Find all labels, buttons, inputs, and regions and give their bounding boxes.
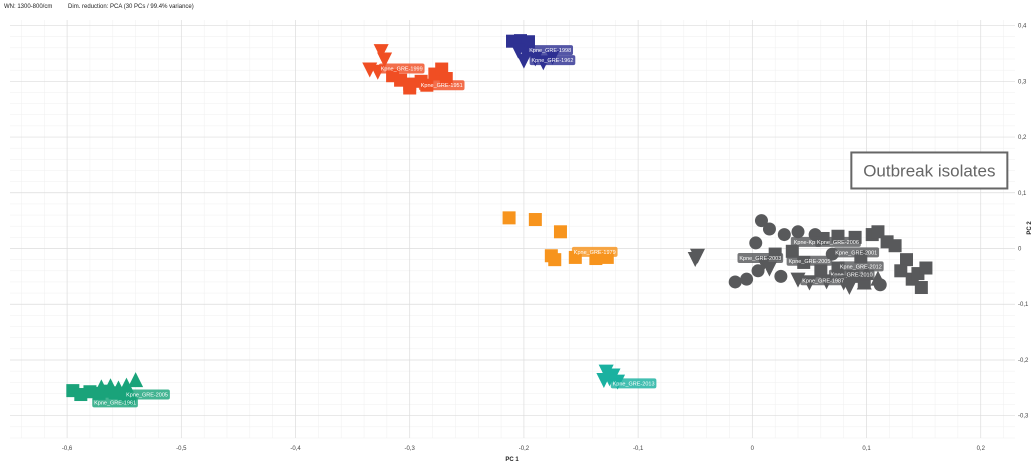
data-point-gray <box>687 252 703 268</box>
data-point-green <box>118 377 134 393</box>
isolate-label: Kpne_GRE-2001 <box>833 247 880 258</box>
svg-text:Kpne_GRE-1998: Kpne_GRE-1998 <box>529 48 571 54</box>
data-point-green <box>128 372 144 388</box>
svg-text:Kpne_GRE-2001: Kpne_GRE-2001 <box>835 250 877 256</box>
data-point-gray <box>785 244 799 258</box>
x-tick-label: -0,2 <box>519 446 530 452</box>
x-tick-label: -0,3 <box>405 446 416 452</box>
isolate-label: Kpne_GRE-1998 <box>527 45 574 56</box>
data-point-orange <box>528 213 542 227</box>
data-point-gray <box>751 264 765 278</box>
isolate-label: Kpne_GRE-1987 <box>800 275 846 286</box>
svg-text:Kpne_GRE-1961: Kpne_GRE-1961 <box>94 400 136 406</box>
data-point-gray <box>919 261 933 275</box>
data-point-gray <box>814 264 828 278</box>
data-point-orange <box>502 211 516 225</box>
data-point-gray <box>777 228 791 242</box>
data-point-gray <box>761 261 777 277</box>
y-tick-label: 0,2 <box>1018 135 1027 141</box>
data-point-orange <box>553 225 567 239</box>
x-tick-label: -0,1 <box>633 446 644 452</box>
svg-text:Outbreak isolates: Outbreak isolates <box>863 161 995 180</box>
isolate-label: Kpne_GRE-1999 <box>378 63 425 74</box>
chart-header: WN: 1300-800/cm Dim. reduction: PCA (30 … <box>4 4 208 10</box>
dimension-reduction-info: Dim. reduction: PCA (30 PCs / 99.4% vari… <box>68 4 194 10</box>
y-tick-label: 0,4 <box>1018 24 1027 30</box>
isolate-label: Kpne_GRE-2012 <box>837 261 884 272</box>
data-point-gray <box>740 272 754 286</box>
data-point-gray <box>749 236 763 250</box>
data-point-gray <box>774 269 788 283</box>
y-tick-label: 0 <box>1018 247 1022 253</box>
data-point-gray <box>871 225 885 239</box>
y-tick-label: 0,3 <box>1018 79 1027 85</box>
svg-text:Kpne_GRE-2003: Kpne_GRE-2003 <box>739 256 781 262</box>
isolate-label: Kpne_GRE-2005 <box>786 255 833 266</box>
isolate-label: Kpne_GRE-2005 <box>124 389 170 400</box>
isolate-label: Kpne_GRE-1961 <box>92 397 138 408</box>
svg-text:Kpne_GRE-1999: Kpne_GRE-1999 <box>381 66 423 72</box>
data-point-gray <box>873 278 887 292</box>
svg-text:Kpne_GRE-2005: Kpne_GRE-2005 <box>126 393 168 399</box>
data-point-navy <box>516 53 532 69</box>
y-tick-label: -0,1 <box>1018 302 1029 308</box>
y-axis-title: PC 2 <box>1027 221 1033 235</box>
x-tick-label: 0,1 <box>862 446 871 452</box>
svg-text:Kpne_GRE-2006: Kpne_GRE-2006 <box>817 240 859 246</box>
data-point-gray <box>791 225 805 239</box>
wavenumber-range: WN: 1300-800/cm <box>4 4 53 10</box>
svg-text:Kpne_GRE-2010: Kpne_GRE-2010 <box>831 273 873 279</box>
outbreak-annotation: Outbreak isolates <box>850 151 1009 190</box>
svg-text:Kpne_GRE-2013: Kpne_GRE-2013 <box>613 381 655 387</box>
svg-text:Kpne-Kpn: Kpne-Kpn <box>794 240 818 246</box>
data-point-gray <box>894 264 908 278</box>
data-point-red <box>403 81 417 95</box>
svg-text:Kpne_GRE-1951: Kpne_GRE-1951 <box>421 83 463 89</box>
isolate-label: Kpne_GRE-1962 <box>529 55 576 66</box>
data-point-gray <box>900 253 914 267</box>
isolate-label: Kpne-Kpn <box>790 236 822 247</box>
x-axis-title: PC 1 <box>505 457 519 463</box>
y-tick-label: 0,1 <box>1018 191 1027 197</box>
svg-text:Kpne_GRE-2005: Kpne_GRE-2005 <box>788 259 830 265</box>
x-tick-label: 0,2 <box>977 446 986 452</box>
isolate-label: Kpne_GRE-2003 <box>737 252 784 263</box>
y-tick-label: -0,3 <box>1018 414 1029 420</box>
data-point-gray <box>728 275 742 289</box>
svg-text:Kpne_GRE-1987: Kpne_GRE-1987 <box>802 278 844 284</box>
data-point-gray <box>856 274 872 290</box>
isolate-label: Kpne_GRE-1979 <box>571 246 618 257</box>
x-tick-label: -0,6 <box>62 446 73 452</box>
data-point-orange <box>548 253 562 267</box>
data-point-teal <box>596 372 612 388</box>
isolate-label: Kpne_GRE-2013 <box>610 378 657 389</box>
isolate-label: Kpne_GRE-2006 <box>815 236 861 247</box>
data-point-red <box>377 52 393 68</box>
svg-text:Kpne_GRE-2012: Kpne_GRE-2012 <box>840 264 882 270</box>
svg-text:Kpne_GRE-1979: Kpne_GRE-1979 <box>574 250 616 256</box>
data-point-gray <box>914 281 928 295</box>
x-tick-label: -0,4 <box>290 446 301 452</box>
isolate-label: Kpne_GRE-1951 <box>418 80 465 91</box>
data-point-navy <box>521 35 535 49</box>
svg-text:Kpne_GRE-1962: Kpne_GRE-1962 <box>532 58 574 64</box>
x-tick-label: -0,5 <box>176 446 187 452</box>
data-point-gray <box>888 239 902 253</box>
data-point-gray <box>762 222 776 236</box>
data-point-red <box>373 44 389 60</box>
data-point-gray <box>754 214 768 228</box>
y-tick-label: -0,2 <box>1018 358 1029 364</box>
x-tick-label: 0 <box>751 446 755 452</box>
